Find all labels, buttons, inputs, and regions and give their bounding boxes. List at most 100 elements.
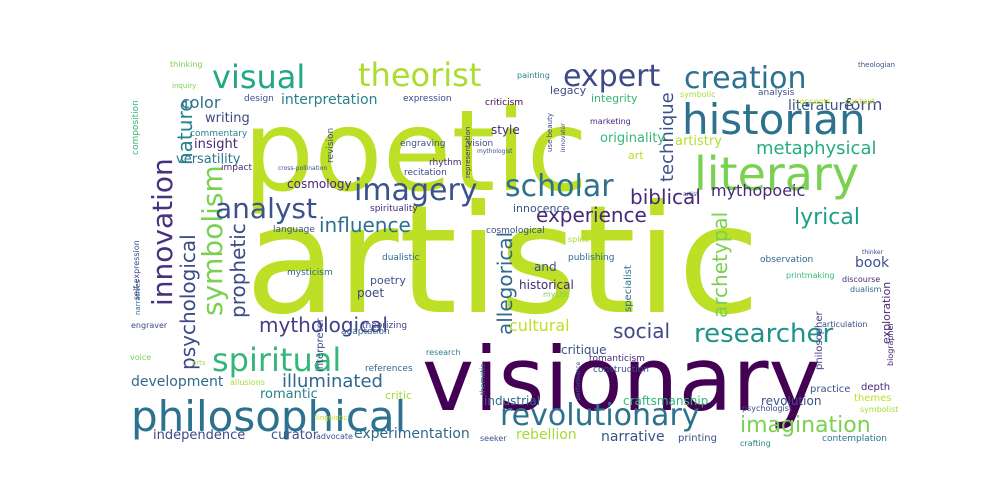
word-depth: depth (861, 382, 890, 393)
word-mystic: mystic (543, 290, 569, 299)
word-philosopher: philosopher (814, 310, 825, 370)
word-articulation: articulation (822, 320, 867, 329)
word-adaptation: adaptation (341, 327, 390, 337)
word-spiritual: spiritual (212, 341, 341, 379)
word-linguistic: linguistic (316, 414, 347, 422)
word-themes: themes (854, 393, 892, 404)
word-originality: originality (600, 131, 665, 146)
word-poetry: poetry (370, 274, 406, 287)
word-painting: painting (517, 71, 550, 80)
word-spirituality: spirituality (370, 204, 418, 214)
word-and: and (534, 260, 557, 274)
word-psychological: psychological (176, 234, 200, 370)
word-printmaking: printmaking (786, 271, 835, 280)
word-criticism: criticism (485, 98, 523, 108)
word-references: references (365, 364, 413, 374)
word-self-expression: self-expression (132, 240, 141, 300)
word-commentary: commentary (190, 129, 248, 139)
word-art: art (628, 149, 644, 162)
word-insight: insight (194, 137, 238, 152)
word-rhythm: rhythm (429, 158, 462, 168)
word-historical: historical (519, 278, 574, 292)
word-technique: technique (657, 92, 678, 182)
word-artistry: artistry (675, 134, 722, 149)
word-mythopoeic: mythopoeic (711, 181, 805, 200)
word-mythological: mythological (259, 313, 388, 337)
word-expert: expert (563, 59, 661, 94)
word-research: research (426, 348, 461, 357)
word-crafting: crafting (740, 439, 771, 448)
word-publishing: publishing (568, 253, 614, 263)
word-innocence: innocence (513, 202, 570, 215)
word-discourse: discourse (842, 275, 880, 284)
word-romantic: romantic (260, 387, 318, 402)
word-performance: performance (575, 361, 582, 400)
word-mythologist: mythologist (477, 148, 513, 155)
word-literary: literary (694, 147, 859, 201)
word-critic: critic (385, 389, 412, 402)
word-representation: representation (464, 127, 472, 178)
word-seeker: seeker (480, 434, 507, 443)
word-artistic: artistic (245, 174, 760, 348)
word-analyst: analyst (215, 192, 317, 225)
word-composition: composition (131, 100, 141, 155)
word-biblical: biblical (630, 185, 701, 209)
word-craftsmanship: craftsmanship (623, 394, 708, 408)
word-narrative: narrative (601, 429, 665, 445)
word-critique: critique (561, 343, 607, 357)
word-engraver: engraver (131, 321, 168, 330)
word-theologian: theologian (858, 61, 895, 69)
word-social: social (613, 319, 670, 343)
word-nature: nature (173, 99, 197, 165)
word-contemplation: contemplation (822, 434, 887, 444)
word-exploration: exploration (880, 282, 893, 344)
word-printing: printing (678, 433, 717, 444)
word-rebellion: rebellion (516, 427, 577, 443)
word-expression: expression (403, 94, 452, 104)
word-thematic: thematic (479, 364, 487, 395)
word-experimentation: experimentation (354, 426, 470, 442)
word-prophetic: prophetic (226, 223, 250, 318)
word-analysis: analysis (758, 88, 795, 98)
word-revolutionary: revolutionary (500, 398, 700, 433)
word-versatility: versatility (176, 152, 241, 167)
word-curator: curator (271, 428, 319, 443)
word-mysticism: mysticism (287, 268, 333, 278)
word-design: design (244, 94, 274, 104)
word-scholar: scholar (505, 169, 614, 204)
word-cosmological: cosmological (486, 226, 545, 236)
word-philosophical: philosophical (131, 392, 406, 441)
word-symbolic: symbolic (680, 90, 716, 99)
word-advocate: advocate (316, 432, 353, 441)
word-dualistic: dualistic (382, 253, 420, 263)
word-marketing: marketing (590, 117, 631, 126)
word-use-beauty: use beauty (546, 113, 554, 152)
word-symbolism: symbolism (196, 165, 229, 316)
word-romanticism: romanticism (589, 354, 645, 364)
word-independence: independence (153, 428, 245, 443)
word-psychologist: psychologist (742, 404, 792, 413)
word-visual: visual (212, 58, 305, 96)
word-narratives: narratives (134, 279, 142, 315)
word-construction: construction (593, 365, 649, 375)
word-imagery: imagery (354, 173, 478, 208)
word-innovation: innovation (146, 158, 179, 306)
word-development: development (131, 374, 224, 390)
word-metaphysical: metaphysical (756, 138, 877, 159)
word-allegorical: allegorical (493, 232, 517, 335)
word-thinking: thinking (170, 60, 203, 69)
word-theorist: theorist (358, 56, 481, 94)
word-poet: poet (357, 286, 384, 300)
word-form: form (845, 95, 882, 114)
word-artist: artist (683, 191, 699, 198)
word-observation: observation (760, 255, 813, 265)
word-cosmology: cosmology (287, 177, 352, 191)
word-industrial: industrial (484, 394, 540, 408)
word-historian: historian (682, 95, 866, 144)
word-book: book (855, 255, 890, 271)
word-writing: writing (205, 111, 250, 126)
word-creation: creation (684, 61, 806, 96)
word-specialist: specialist (623, 265, 634, 312)
word-dualism: dualism (850, 285, 882, 294)
